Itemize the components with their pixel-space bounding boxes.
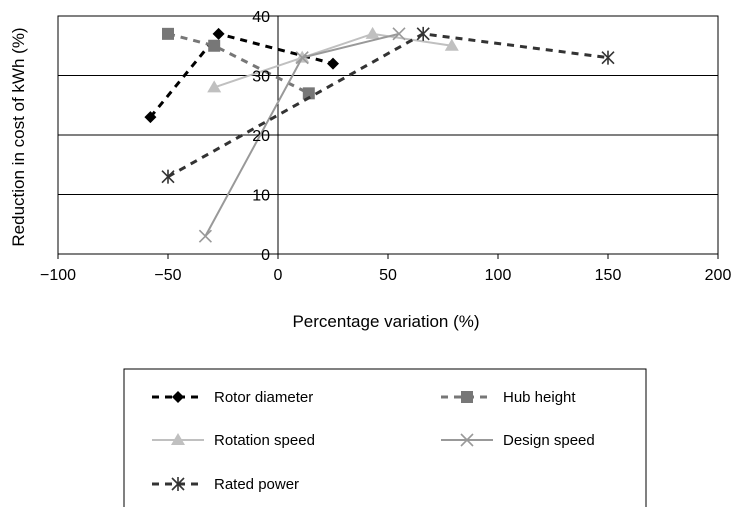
data-point-design-speed	[198, 229, 212, 243]
data-point-rotation-speed	[444, 38, 459, 51]
data-point-rotor-diameter	[144, 111, 157, 124]
legend-label: Rotor diameter	[214, 389, 313, 406]
y-axis-title: Reduction in cost of kWh (%)	[9, 27, 28, 246]
x-tick-label: 50	[379, 267, 397, 284]
legend-item-hub-height: Hub height	[441, 389, 576, 406]
y-tick-label: 40	[252, 9, 270, 26]
series-design-speed	[198, 27, 406, 243]
x-tick-label: −100	[40, 267, 76, 284]
y-tick-label: 30	[252, 69, 270, 86]
data-point-rotation-speed	[365, 26, 380, 39]
data-point-rotor-diameter	[212, 27, 225, 40]
legend-item-rotor-diameter: Rotor diameter	[152, 389, 313, 406]
x-tick-label: 0	[274, 267, 283, 284]
data-point-hub-height	[302, 87, 315, 100]
plot-area	[57, 15, 719, 259]
data-point-rated-power	[161, 169, 175, 184]
data-point-rotation-speed	[207, 80, 222, 93]
legend-swatch-marker	[460, 433, 474, 447]
x-axis-ticks: −100 −50 0 50 100 150 200	[40, 267, 731, 284]
legend-item-rotation-speed: Rotation speed	[152, 432, 315, 449]
legend-item-design-speed: Design speed	[441, 432, 595, 449]
x-tick-label: 200	[705, 267, 732, 284]
legend-label: Rated power	[214, 476, 299, 493]
data-point-hub-height	[208, 39, 221, 52]
legend-label: Hub height	[503, 389, 576, 406]
data-point-rated-power	[601, 50, 615, 65]
y-tick-label: 20	[252, 128, 270, 145]
legend-swatch-marker	[171, 433, 185, 445]
data-point-rated-power	[416, 26, 430, 41]
x-axis-title: Percentage variation (%)	[292, 312, 479, 331]
data-point-rotor-diameter	[327, 57, 339, 70]
legend-label: Design speed	[503, 432, 595, 449]
series-rated-power	[161, 26, 615, 184]
series-hub-height	[162, 27, 315, 100]
legend-swatch-marker	[171, 477, 185, 491]
legend-label: Rotation speed	[214, 432, 315, 449]
legend: Rotor diameter Hub height Rotation speed De…	[123, 368, 647, 507]
legend-box	[123, 368, 647, 507]
legend-swatch-marker	[461, 391, 473, 403]
y-tick-label: 10	[252, 188, 270, 205]
x-tick-label: 100	[485, 267, 512, 284]
data-point-design-speed	[392, 27, 406, 41]
y-axis-ticks: 0 10 20 30 40	[252, 9, 270, 264]
legend-item-rated-power: Rated power	[152, 476, 299, 493]
x-tick-label: −50	[154, 267, 181, 284]
series-line-hub-height	[167, 32, 310, 95]
data-point-design-speed	[295, 51, 309, 65]
y-tick-label: 0	[261, 247, 270, 264]
data-point-hub-height	[162, 27, 174, 40]
x-tick-label: 150	[595, 267, 622, 284]
legend-swatch-marker	[172, 391, 184, 403]
series-rotor-diameter	[144, 27, 339, 124]
